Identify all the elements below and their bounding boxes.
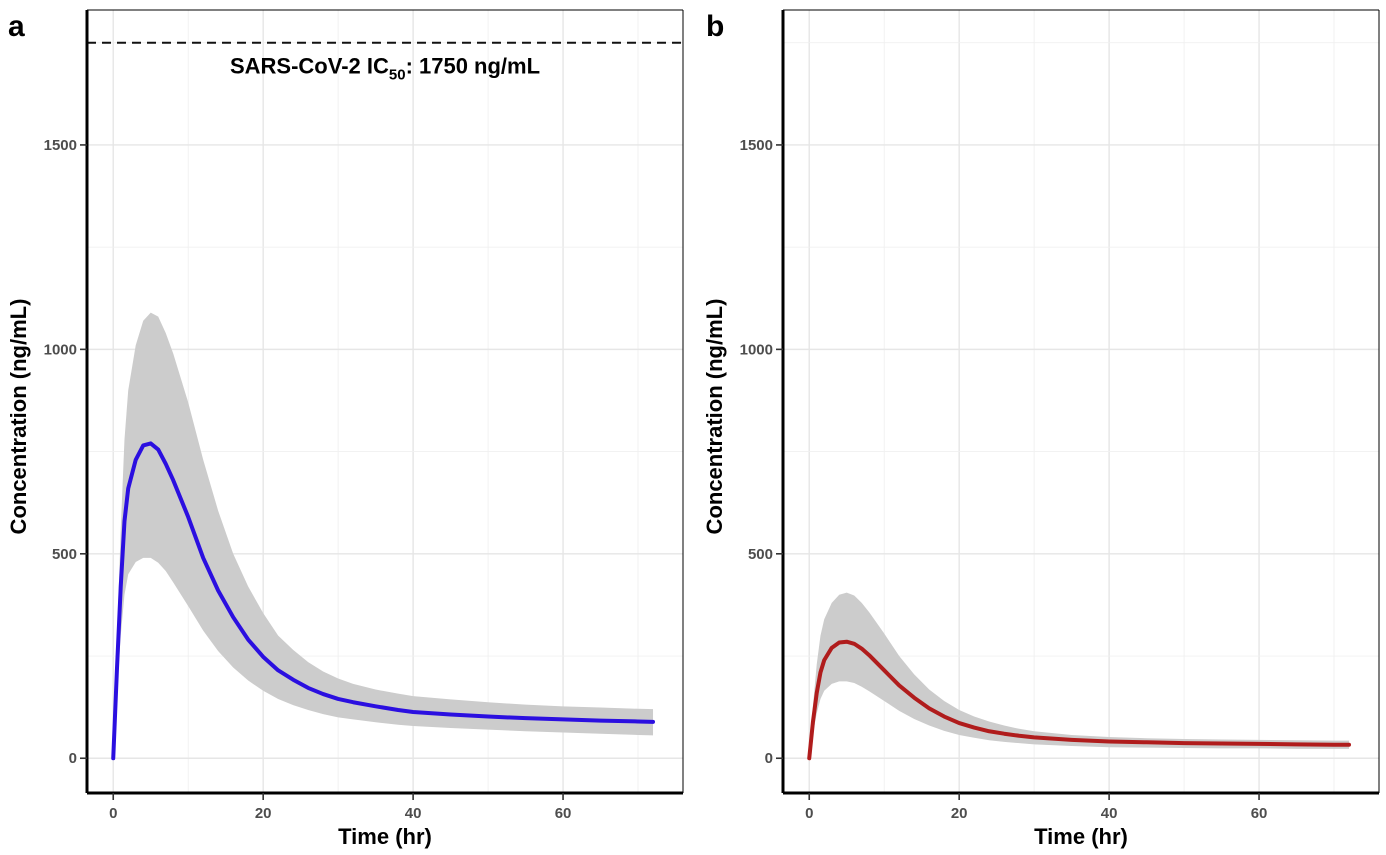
x-tick-label: 20 <box>255 805 272 822</box>
y-tick-label: 1000 <box>740 341 773 358</box>
x-tick-label: 60 <box>555 805 572 822</box>
x-tick-label: 0 <box>109 805 117 822</box>
x-tick-label: 60 <box>1251 805 1268 822</box>
x-tick-label: 0 <box>805 805 813 822</box>
x-axis-label: Time (hr) <box>1034 824 1128 849</box>
panel-label: b <box>706 10 724 43</box>
x-axis-label: Time (hr) <box>338 824 432 849</box>
panel-a: SARS-CoV-2 IC50: 1750 ng/mL 0 20 40 60 0 500 10… <box>6 10 683 849</box>
y-tick-label: 1500 <box>740 137 773 154</box>
y-tick-label: 0 <box>69 750 77 767</box>
y-tick-label: 1500 <box>44 137 77 154</box>
y-tick-label: 1000 <box>44 341 77 358</box>
reference-line-label: SARS-CoV-2 IC50: 1750 ng/mL <box>230 54 540 84</box>
y-tick-label: 500 <box>748 546 773 563</box>
panel-label: a <box>8 10 25 43</box>
y-tick-label: 0 <box>765 750 773 767</box>
y-axis-label: Concentration (ng/mL) <box>702 299 727 535</box>
x-tick-label: 20 <box>951 805 968 822</box>
y-axis-label: Concentration (ng/mL) <box>6 299 31 535</box>
y-tick-label: 500 <box>52 546 77 563</box>
x-tick-label: 40 <box>405 805 422 822</box>
panel-b: 0 20 40 60 0 500 1000 1500 Time (hr) Concentratio… <box>702 10 1379 849</box>
x-tick-label: 40 <box>1101 805 1118 822</box>
